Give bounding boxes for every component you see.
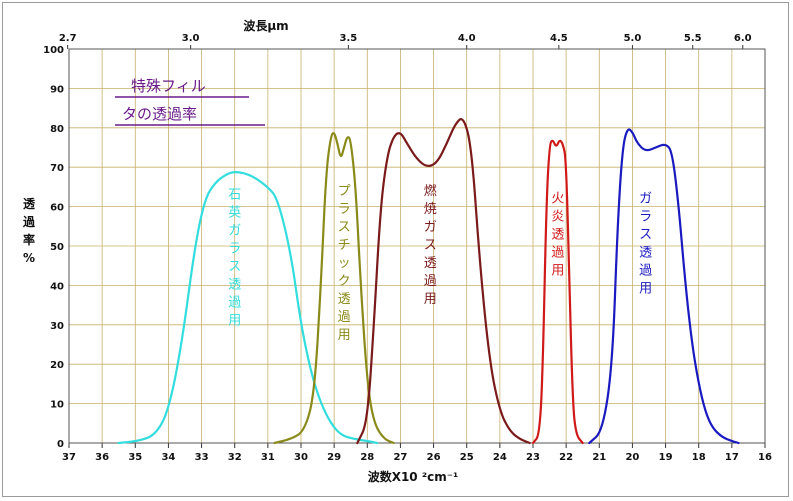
series-label-char: 用 — [639, 282, 652, 297]
x-tick-label: 29 — [327, 452, 341, 463]
series-line-5 — [588, 128, 740, 445]
y-tick-label: 20 — [50, 360, 64, 371]
series-label-char: ス — [228, 260, 241, 275]
x-tick-label: 30 — [294, 452, 308, 463]
y-tick-label: 50 — [50, 242, 64, 253]
series-line-1 — [117, 171, 379, 445]
series-label-char: 過 — [228, 296, 241, 311]
series-label-char: 英 — [228, 206, 241, 221]
top-tick-label: 4.5 — [550, 33, 568, 44]
y-axis-label: 透過率% — [22, 197, 36, 265]
series-label-char: 用 — [551, 264, 564, 279]
x-tick-label: 21 — [592, 452, 606, 463]
series-label-char: 透 — [639, 246, 652, 261]
series-label-char: 過 — [551, 246, 564, 261]
x-tick-labels: 37 36 35 34 33 32 31 30 29 28 27 26 25 24 23 22 21 20 19 18… — [62, 452, 772, 463]
y-tick-label: 90 — [50, 84, 64, 95]
top-tick-label: 4.0 — [458, 33, 476, 44]
y-tick-label: 30 — [50, 321, 64, 332]
top-tick-label: 5.0 — [624, 33, 642, 44]
x-tick-label: 35 — [128, 452, 142, 463]
y-tick-label: 60 — [50, 203, 64, 214]
series-label-char: 過 — [338, 310, 351, 325]
plot-border — [68, 48, 766, 444]
y-tick-label: 70 — [50, 163, 64, 174]
x-tick-label: 26 — [427, 452, 441, 463]
series-label-char: ガ — [424, 220, 437, 235]
series-label-char: 用 — [338, 328, 351, 343]
x-tick-label: 34 — [161, 452, 175, 463]
series-label-char: ク — [338, 274, 351, 289]
x-tick-label: 28 — [360, 452, 374, 463]
series-label-char: 燃 — [424, 183, 437, 199]
x-tick-label: 33 — [195, 452, 209, 463]
top-tick-labels: 2.7 3.0 3.5 4.0 4.5 5.0 5.5 6.0 — [59, 33, 752, 44]
y-axis-label-char: % — [23, 251, 35, 265]
x-axis-label: 波数X10 ²cm⁻¹ — [368, 469, 459, 484]
y-tick-label: 40 — [50, 281, 64, 292]
x-tick-label: 17 — [725, 452, 739, 463]
x-tick-label: 20 — [625, 452, 639, 463]
series-label-char: 透 — [424, 256, 437, 271]
series-label-char: 火 — [551, 192, 564, 207]
x-tick-label: 24 — [493, 452, 507, 463]
y-axis-label-char: 率 — [23, 232, 35, 247]
top-tick-label: 3.0 — [182, 33, 200, 44]
y-axis-label-char: 過 — [22, 214, 36, 229]
x-tick-label: 37 — [62, 452, 76, 463]
y-axis-label-char: 透 — [23, 197, 36, 211]
y-tick-label: 100 — [43, 45, 64, 56]
top-tick-label: 3.5 — [340, 33, 358, 44]
x-tick-label: 36 — [95, 452, 109, 463]
x-tick-label: 19 — [659, 452, 673, 463]
series-label-char: ガ — [228, 224, 241, 239]
series-label-char: 用 — [228, 314, 241, 329]
series-label-char: 過 — [424, 274, 437, 289]
x-tick-label: 18 — [692, 452, 706, 463]
series-label-char: チ — [338, 238, 351, 253]
x-tick-label: 25 — [460, 452, 474, 463]
series-label-char: ッ — [338, 256, 351, 271]
series-label-char: ス — [639, 228, 652, 243]
y-tick-labels: 0 10 20 30 40 50 60 70 80 90 100 — [43, 45, 64, 450]
series-line-3 — [356, 118, 531, 445]
series-label-char: 過 — [639, 264, 652, 279]
y-tick-label: 80 — [50, 124, 64, 135]
chart-title: 特殊フィル タの透過率 — [115, 77, 265, 126]
chart-title-line-1: 特殊フィル — [131, 77, 206, 95]
series-label-char: 透 — [551, 228, 564, 243]
series-label-char: 透 — [338, 292, 351, 307]
series-line-2 — [273, 132, 395, 445]
chart-title-line-2: タの透過率 — [122, 105, 197, 123]
series-label-char: 焼 — [424, 202, 437, 217]
series-label-char: ス — [338, 220, 351, 235]
series-label-char: 透 — [228, 278, 241, 293]
series-label-char: ラ — [639, 210, 652, 225]
y-tick-label: 10 — [50, 400, 64, 411]
x-tick-label: 22 — [559, 452, 573, 463]
x-tick-label: 16 — [758, 452, 772, 463]
series-label-char: ガ — [639, 192, 652, 207]
series-label-char: ラ — [338, 202, 351, 217]
x-tick-label: 31 — [261, 452, 275, 463]
top-tick-label: 6.0 — [734, 33, 752, 44]
x-tick-label: 23 — [526, 452, 540, 463]
series-label-char: 用 — [424, 292, 437, 307]
top-tick-label: 2.7 — [59, 33, 77, 44]
series-label-char: プ — [338, 184, 351, 199]
series-curves — [117, 118, 740, 445]
series-line-4 — [531, 139, 584, 445]
y-tick-label: 0 — [57, 439, 64, 450]
series-label-char: 石 — [228, 188, 241, 203]
series-label-char: ラ — [228, 242, 241, 257]
series-label-char: ス — [424, 238, 437, 253]
transmittance-chart: 37 36 35 34 33 32 31 30 29 28 27 26 25 24 23 22 21 20 19 18… — [22, 18, 772, 484]
top-axis-label: 波長μm — [243, 18, 288, 33]
x-tick-label: 32 — [228, 452, 242, 463]
series-label-char: 炎 — [551, 210, 564, 225]
top-tick-label: 5.5 — [684, 33, 702, 44]
x-tick-label: 27 — [393, 452, 407, 463]
